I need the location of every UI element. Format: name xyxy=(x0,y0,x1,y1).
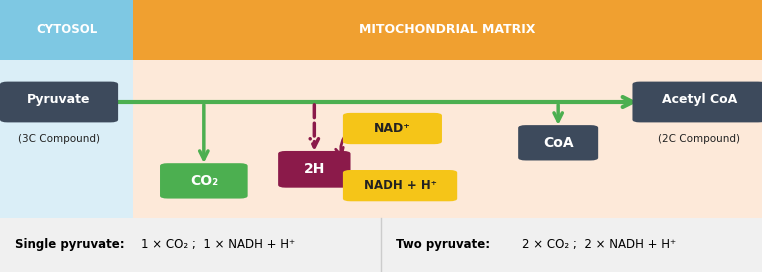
Text: CYTOSOL: CYTOSOL xyxy=(36,23,98,36)
Text: 1 × CO₂ ;  1 × NADH + H⁺: 1 × CO₂ ; 1 × NADH + H⁺ xyxy=(141,238,295,251)
Text: Single pyruvate:: Single pyruvate: xyxy=(15,238,125,251)
FancyBboxPatch shape xyxy=(343,170,457,201)
FancyBboxPatch shape xyxy=(518,125,598,160)
Text: 2 × CO₂ ;  2 × NADH + H⁺: 2 × CO₂ ; 2 × NADH + H⁺ xyxy=(522,238,676,251)
Text: CO₂: CO₂ xyxy=(190,174,218,188)
Text: (2C Compound): (2C Compound) xyxy=(658,134,740,144)
Text: (3C Compound): (3C Compound) xyxy=(18,134,100,144)
FancyBboxPatch shape xyxy=(278,151,351,188)
Text: MITOCHONDRIAL MATRIX: MITOCHONDRIAL MATRIX xyxy=(360,23,536,36)
FancyBboxPatch shape xyxy=(160,163,248,199)
Text: Acetyl CoA: Acetyl CoA xyxy=(661,93,737,106)
FancyBboxPatch shape xyxy=(0,82,118,122)
FancyBboxPatch shape xyxy=(343,113,442,144)
FancyBboxPatch shape xyxy=(0,60,133,218)
Text: CoA: CoA xyxy=(543,136,574,150)
Text: NAD⁺: NAD⁺ xyxy=(374,122,411,135)
FancyBboxPatch shape xyxy=(133,0,762,60)
Text: 2H: 2H xyxy=(303,162,325,176)
FancyBboxPatch shape xyxy=(133,60,762,218)
FancyBboxPatch shape xyxy=(0,0,133,60)
FancyBboxPatch shape xyxy=(632,82,762,122)
FancyBboxPatch shape xyxy=(0,218,762,272)
Text: NADH + H⁺: NADH + H⁺ xyxy=(363,179,437,192)
Text: Pyruvate: Pyruvate xyxy=(27,93,91,106)
Text: Two pyruvate:: Two pyruvate: xyxy=(396,238,491,251)
